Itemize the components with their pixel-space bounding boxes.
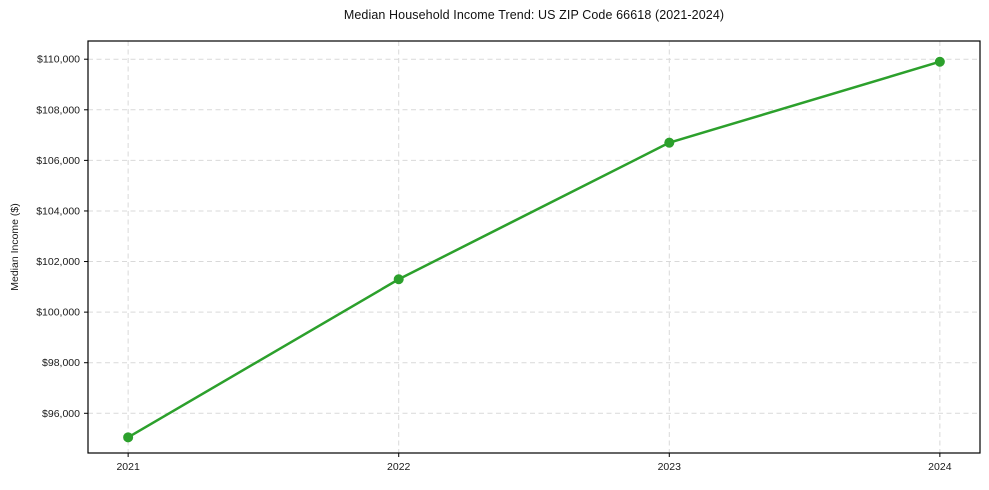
income-trend-line	[126, 60, 942, 439]
data-point-marker	[934, 56, 945, 67]
x-tick-label: 2022	[387, 461, 411, 473]
x-tick-label: 2024	[928, 461, 952, 473]
y-tick-label: $110,000	[37, 54, 80, 66]
chart-title: Median Household Income Trend: US ZIP Co…	[343, 8, 725, 22]
data-point-marker	[123, 432, 134, 443]
plot-border	[87, 40, 981, 454]
y-tick-label: $98,000	[42, 357, 80, 369]
y-tick-label: $104,000	[36, 205, 80, 217]
x-tick-label: 2021	[116, 461, 140, 473]
y-tick-label: $102,000	[36, 256, 80, 268]
y-tick-label: $96,000	[42, 408, 80, 420]
y-tick-label: $106,000	[36, 155, 80, 167]
data-point-marker	[393, 274, 404, 285]
y-tick-label: $100,000	[36, 307, 80, 319]
x-tick-label: 2023	[658, 461, 682, 473]
y-tick-label: $108,000	[36, 104, 80, 116]
data-point-marker	[664, 137, 675, 148]
